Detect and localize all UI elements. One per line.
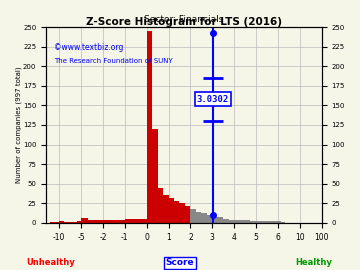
Bar	[256, 221, 261, 223]
Text: ©www.textbiz.org: ©www.textbiz.org	[54, 43, 124, 52]
Text: Score: Score	[166, 258, 194, 267]
Bar	[174, 201, 179, 223]
Bar	[147, 31, 152, 223]
Bar	[68, 222, 72, 223]
Bar	[280, 222, 282, 223]
Bar	[278, 221, 279, 223]
Bar	[223, 219, 229, 223]
Bar	[190, 209, 196, 223]
Bar	[50, 222, 55, 223]
Bar	[72, 222, 77, 223]
Bar	[163, 195, 168, 223]
Bar	[64, 222, 68, 223]
Title: Z-Score Histogram for LTS (2016): Z-Score Histogram for LTS (2016)	[86, 17, 282, 27]
Text: Healthy: Healthy	[295, 258, 332, 267]
Bar	[96, 220, 103, 223]
Bar	[152, 129, 158, 223]
Bar	[158, 188, 163, 223]
Bar	[77, 221, 81, 223]
Bar	[103, 220, 125, 223]
Bar	[59, 221, 64, 223]
Bar	[207, 215, 212, 223]
Bar	[251, 221, 256, 223]
Bar	[229, 220, 234, 223]
Bar	[212, 217, 218, 223]
Bar	[179, 203, 185, 223]
Bar	[81, 218, 88, 223]
Text: Sector: Financials: Sector: Financials	[144, 15, 224, 24]
Bar	[261, 221, 267, 223]
Bar	[196, 212, 201, 223]
Bar	[273, 221, 278, 223]
Bar	[168, 198, 174, 223]
Bar	[201, 213, 207, 223]
Bar	[125, 219, 147, 223]
Text: 3.0302: 3.0302	[197, 94, 229, 104]
Bar	[282, 222, 283, 223]
Bar	[234, 220, 239, 223]
Bar	[245, 220, 251, 223]
Bar	[267, 221, 273, 223]
Bar	[185, 205, 190, 223]
Text: Unhealthy: Unhealthy	[26, 258, 75, 267]
Bar	[88, 220, 96, 223]
Text: The Research Foundation of SUNY: The Research Foundation of SUNY	[54, 58, 173, 65]
Bar	[218, 217, 223, 223]
Bar	[55, 222, 59, 223]
Bar	[283, 222, 285, 223]
Bar	[239, 220, 245, 223]
Bar	[279, 221, 280, 223]
Y-axis label: Number of companies (997 total): Number of companies (997 total)	[15, 67, 22, 183]
